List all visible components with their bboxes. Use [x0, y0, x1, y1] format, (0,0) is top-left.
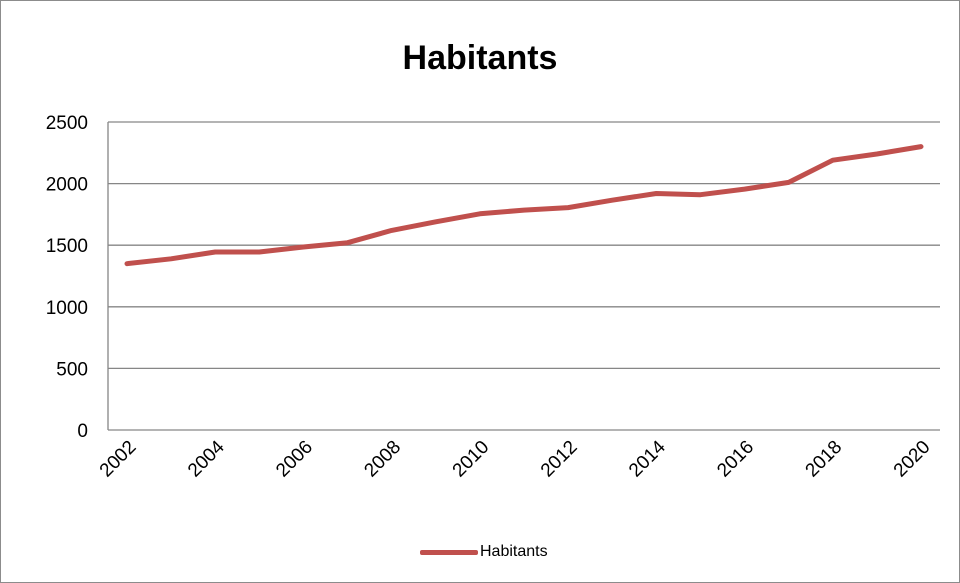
series-lines [124, 144, 924, 267]
x-tick-label: 2008 [360, 437, 405, 482]
x-tick-label: 2020 [890, 437, 935, 482]
chart-title: Habitants [402, 39, 558, 77]
x-tick-label: 2014 [625, 436, 670, 481]
x-tick-label: 2012 [537, 437, 582, 482]
legend-label: Habitants [480, 543, 548, 560]
y-tick-label: 500 [56, 359, 88, 380]
axes [107, 122, 940, 431]
gridlines [108, 121, 940, 370]
x-tick-labels: 2002 2004 2006 2008 2010 2012 2014 2016 2018 2020 [96, 436, 935, 481]
x-tick-label: 2004 [184, 436, 229, 481]
y-tick-label: 0 [77, 421, 88, 442]
x-tick-label: 2002 [96, 437, 141, 482]
x-tick-label: 2010 [449, 437, 494, 482]
x-tick-label: 2018 [802, 437, 847, 482]
y-tick-labels: 0 500 1000 1500 2000 2500 [46, 113, 88, 442]
y-tick-label: 1500 [46, 236, 88, 257]
x-tick-label: 2006 [272, 437, 317, 482]
y-tick-label: 2000 [46, 175, 88, 196]
legend: Habitants [420, 540, 548, 564]
legend-swatch [420, 549, 478, 555]
series-line [124, 144, 924, 267]
y-tick-label: 2500 [46, 113, 88, 134]
x-tick-label: 2016 [713, 437, 758, 482]
y-tick-label: 1000 [46, 298, 88, 319]
